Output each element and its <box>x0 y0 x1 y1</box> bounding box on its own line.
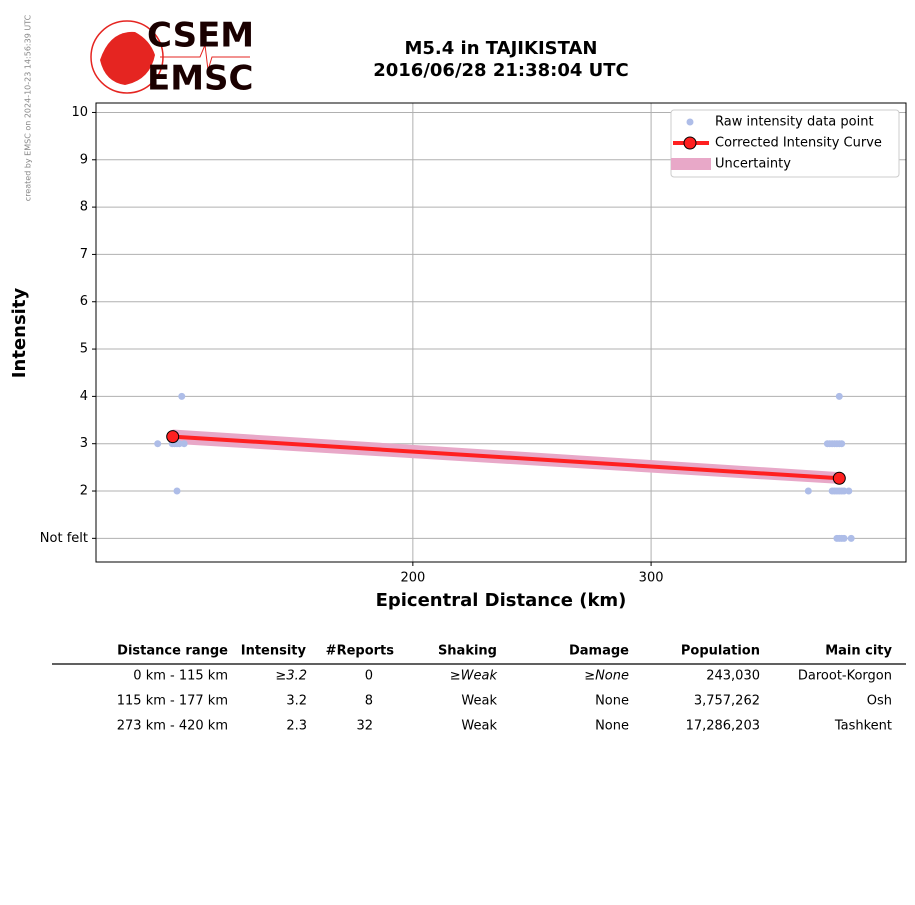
table-cell: 0 km - 115 km <box>133 669 228 684</box>
chart-subtitle: 2016/06/28 21:38:04 UTC <box>373 60 629 81</box>
table-cell: 273 km - 420 km <box>117 719 228 734</box>
raw-point <box>178 392 186 400</box>
table-header: Damage <box>569 644 629 659</box>
legend-marker <box>686 118 694 126</box>
y-tick-label: 7 <box>80 247 88 262</box>
y-tick-label: 4 <box>80 389 88 404</box>
raw-point <box>838 440 846 448</box>
table-cell: Tashkent <box>834 719 892 734</box>
x-axis-label: Epicentral Distance (km) <box>376 590 627 611</box>
logo-wave <box>160 43 250 71</box>
logo-bottom: EMSC <box>147 59 254 99</box>
table-cell: 2.3 <box>286 719 307 734</box>
table-cell: Osh <box>867 694 892 709</box>
table-cell: 17,286,203 <box>686 719 760 734</box>
y-tick-label: 2 <box>80 484 88 499</box>
raw-point <box>173 487 181 495</box>
logo-map <box>100 31 155 85</box>
table-cell: 3,757,262 <box>694 694 760 709</box>
table-cell: 3.2 <box>286 694 307 709</box>
raw-point <box>845 487 853 495</box>
logo: CSEM EMSC <box>90 16 254 99</box>
table-cell: None <box>595 719 629 734</box>
y-tick-label: 5 <box>80 342 88 357</box>
y-axis-label: Intensity <box>9 288 30 379</box>
plot-frame <box>95 102 907 563</box>
logo-top: CSEM <box>147 16 254 56</box>
credit: created by EMSC on 2024-10-23 14:56:39 U… <box>24 14 33 201</box>
y-tick-label: 9 <box>80 152 88 167</box>
table-cell: 0 <box>365 669 373 684</box>
table-cell: Weak <box>461 719 497 734</box>
table-cell: None <box>595 694 629 709</box>
table-header: Main city <box>825 644 892 659</box>
table-header: Shaking <box>438 644 497 659</box>
table-header: #Reports <box>326 644 395 659</box>
raw-point <box>154 440 162 448</box>
curve-marker <box>166 430 180 444</box>
raw-point <box>847 534 855 542</box>
table-cell: ≥None <box>584 669 629 684</box>
table-cell: ≥3.2 <box>275 669 307 684</box>
chart-title: M5.4 in TAJIKISTAN <box>404 38 597 59</box>
table-header: Intensity <box>241 644 307 659</box>
table-cell: 243,030 <box>706 669 760 684</box>
x-tick-label: 200 <box>400 571 425 586</box>
table-cell: Daroot-Korgon <box>798 669 892 684</box>
y-tick-label: 8 <box>80 200 88 215</box>
curve-marker <box>832 471 846 485</box>
table-header: Distance range <box>117 644 228 659</box>
y-tick-label: 6 <box>80 294 88 309</box>
raw-point <box>835 392 843 400</box>
table-header: Population <box>681 644 760 659</box>
legend-label: Raw intensity data point <box>715 115 874 130</box>
curve-line <box>172 434 840 481</box>
table-cell: Weak <box>461 694 497 709</box>
legend-label: Corrected Intensity Curve <box>715 136 882 151</box>
legend-marker <box>671 158 711 170</box>
legend-box <box>670 109 900 178</box>
raw-point <box>180 440 188 448</box>
table-cell: 8 <box>365 694 373 709</box>
legend-marker <box>683 136 697 150</box>
legend-label: Uncertainty <box>715 157 791 172</box>
raw-point <box>804 487 812 495</box>
x-tick-label: 300 <box>639 571 664 586</box>
table-cell: 115 km - 177 km <box>117 694 228 709</box>
table-cell: 32 <box>356 719 373 734</box>
table-cell: ≥Weak <box>450 669 498 684</box>
y-tick-label: Not felt <box>40 531 88 546</box>
y-tick-label: 10 <box>71 105 88 120</box>
raw-point <box>840 534 848 542</box>
y-tick-label: 3 <box>80 436 88 451</box>
